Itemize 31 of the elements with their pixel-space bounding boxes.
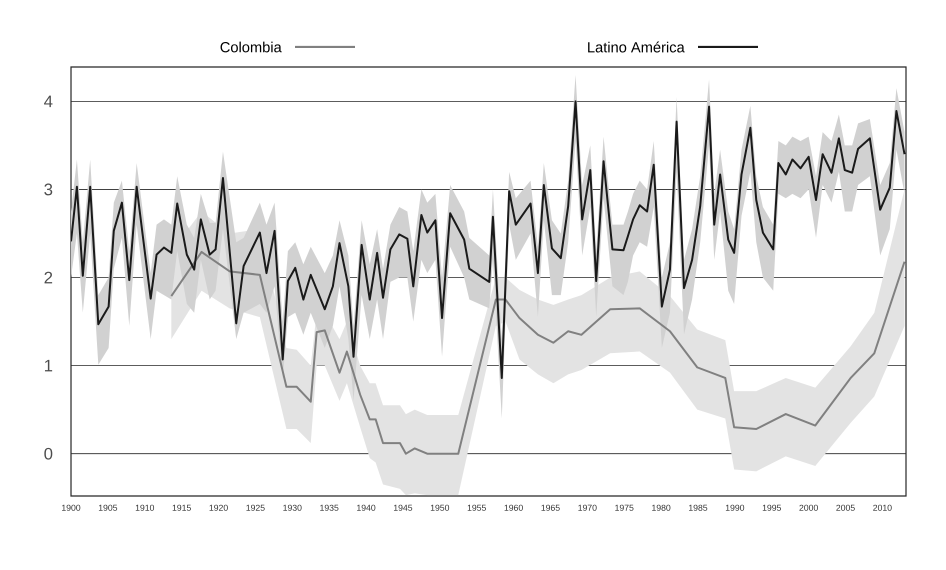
x-tick-label: 1945 bbox=[394, 504, 412, 511]
x-tick-label: 1960 bbox=[504, 504, 523, 511]
x-tick-label: 1965 bbox=[541, 504, 560, 511]
legend-label: Latino América bbox=[588, 42, 685, 52]
y-tick-label: 3 bbox=[44, 184, 52, 196]
y-tick-label: 2 bbox=[44, 272, 52, 284]
line-series bbox=[170, 250, 906, 455]
x-tick-label: 1940 bbox=[357, 504, 376, 511]
x-tick-label: 1910 bbox=[136, 504, 154, 511]
y-tick-label: 4 bbox=[44, 96, 52, 108]
x-tick-label: 1925 bbox=[246, 504, 265, 511]
x-tick-label: 1990 bbox=[726, 504, 744, 511]
x-tick-label: 1935 bbox=[320, 504, 338, 511]
x-tick-label: 2000 bbox=[799, 504, 818, 511]
x-tick-label: 2010 bbox=[873, 504, 892, 511]
y-tick-label: 1 bbox=[44, 360, 52, 372]
x-tick-label: 1995 bbox=[762, 504, 782, 511]
x-tick-label: 1975 bbox=[615, 504, 634, 511]
x-tick-label: 1955 bbox=[468, 504, 486, 511]
x-tick-label: 1985 bbox=[689, 504, 708, 511]
x-tick-label: 1900 bbox=[62, 504, 80, 511]
x-tick-label: 2005 bbox=[836, 504, 855, 511]
y-tick-label: 0 bbox=[44, 448, 52, 460]
x-tick-label: 1905 bbox=[98, 504, 118, 511]
x-tick-label: 1930 bbox=[283, 504, 302, 511]
x-tick-label: 1970 bbox=[578, 504, 597, 511]
x-tick-label: 1950 bbox=[430, 504, 450, 511]
x-tick-label: 1920 bbox=[210, 504, 228, 511]
legend-label: Colombia bbox=[220, 42, 282, 52]
x-tick-label: 1980 bbox=[652, 504, 670, 511]
x-tick-label: 1915 bbox=[172, 504, 191, 511]
